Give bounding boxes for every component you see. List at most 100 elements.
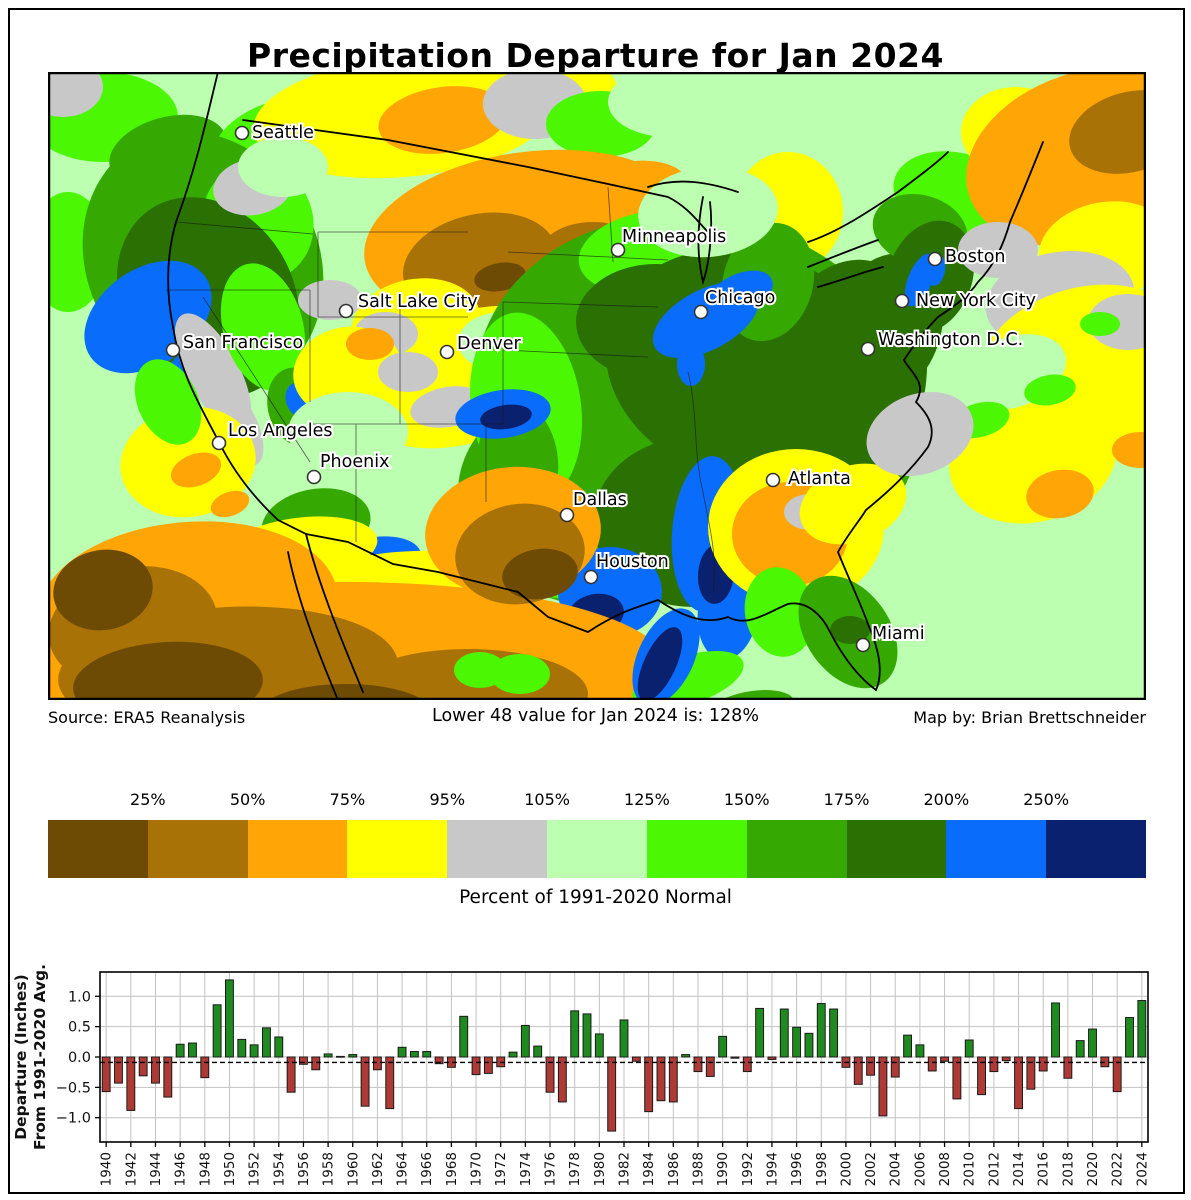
bar-1965 bbox=[409, 1051, 419, 1058]
city-label: Salt Lake City bbox=[358, 292, 478, 312]
legend-label: 25% bbox=[130, 790, 166, 809]
city-houston: Houston bbox=[583, 550, 671, 585]
legend-label: 150% bbox=[723, 790, 770, 809]
bar-1967 bbox=[434, 1056, 444, 1065]
bar-1951 bbox=[237, 1038, 247, 1058]
x-tick-label: 1964 bbox=[395, 1152, 411, 1186]
city-san-francisco: San Francisco bbox=[165, 331, 305, 358]
city-marker-layer: Seattle San Francisco Los Angeles Phoenix Sa… bbox=[165, 121, 1038, 653]
legend-labels: 25% 50% 75% 95% 105% 125% 150% 175% 200% 250% bbox=[48, 790, 1146, 812]
city-dot bbox=[234, 125, 250, 141]
bar-1955 bbox=[286, 1056, 296, 1093]
bar-1982 bbox=[619, 1019, 629, 1058]
x-tick-label: 1958 bbox=[321, 1152, 337, 1186]
x-tick-label: 1990 bbox=[715, 1152, 731, 1186]
city-phoenix: Phoenix bbox=[306, 450, 391, 485]
legend-label: 200% bbox=[923, 790, 970, 809]
x-tick-label: 1968 bbox=[444, 1152, 460, 1186]
x-tick-label: 2010 bbox=[962, 1152, 978, 1186]
x-tick-label: 1994 bbox=[764, 1152, 780, 1186]
bar-2001 bbox=[853, 1056, 863, 1085]
bar-2019 bbox=[1075, 1040, 1085, 1058]
bar-1954 bbox=[274, 1036, 284, 1058]
bar-1962 bbox=[372, 1056, 382, 1071]
legend-swatch-1 bbox=[147, 820, 248, 878]
x-tick-label: 2002 bbox=[863, 1152, 879, 1186]
city-chicago: Chicago bbox=[693, 286, 777, 320]
city-dot bbox=[894, 293, 910, 309]
x-tick-label: 2022 bbox=[1110, 1152, 1126, 1186]
city-minneapolis: Minneapolis bbox=[610, 225, 728, 258]
city-label: Chicago bbox=[705, 288, 775, 308]
city-dot bbox=[338, 303, 354, 319]
x-tick-label: 1944 bbox=[148, 1152, 164, 1186]
x-tick-label: 1966 bbox=[419, 1152, 435, 1186]
city-dot bbox=[610, 242, 626, 258]
x-tick-label: 1996 bbox=[789, 1152, 805, 1186]
x-tick-label: 1940 bbox=[99, 1152, 115, 1186]
map-source: Source: ERA5 Reanalysis bbox=[48, 708, 246, 727]
bar-1950 bbox=[225, 979, 234, 1058]
x-tick-label: 2018 bbox=[1060, 1152, 1076, 1186]
legend-colorbar bbox=[48, 820, 1146, 878]
legend-swatch-5 bbox=[547, 820, 647, 878]
bar-1991 bbox=[730, 1056, 740, 1059]
legend-label: 250% bbox=[1023, 790, 1070, 809]
bar-1949 bbox=[212, 1004, 222, 1058]
city-dot bbox=[439, 344, 455, 360]
bar-1969 bbox=[459, 1015, 469, 1058]
legend-caption: Percent of 1991-2020 Normal bbox=[459, 887, 732, 908]
bar-1952 bbox=[249, 1044, 259, 1058]
x-tick-label: 1978 bbox=[567, 1152, 583, 1186]
legend-swatch-8 bbox=[846, 820, 947, 878]
bar-1970 bbox=[471, 1056, 481, 1076]
bar-2010 bbox=[964, 1039, 974, 1058]
bar-1981 bbox=[607, 1056, 617, 1132]
bar-1948 bbox=[200, 1056, 210, 1079]
bar-1942 bbox=[126, 1056, 136, 1111]
x-tick-label: 1950 bbox=[222, 1152, 238, 1186]
legend-swatch-10 bbox=[1046, 820, 1146, 878]
bar-1996 bbox=[792, 1026, 802, 1058]
city-atlanta: Atlanta bbox=[765, 467, 853, 491]
x-tick-label: 1954 bbox=[271, 1152, 287, 1186]
x-tick-label: 1960 bbox=[345, 1152, 361, 1186]
y-tick-label: −1.0 bbox=[56, 1111, 91, 1127]
city-label: Los Angeles bbox=[228, 421, 333, 441]
x-tick-label: 1956 bbox=[296, 1152, 312, 1186]
bar-1998 bbox=[816, 1003, 826, 1058]
x-tick-label: 1970 bbox=[469, 1152, 485, 1186]
legend-swatch-6 bbox=[646, 820, 747, 878]
state-borders-layer bbox=[166, 186, 715, 593]
bar-2005 bbox=[903, 1034, 913, 1058]
bar-1957 bbox=[311, 1056, 321, 1071]
legend-swatch-0 bbox=[48, 820, 148, 878]
x-tick-label: 1992 bbox=[740, 1152, 756, 1186]
city-label: New York City bbox=[916, 291, 1036, 311]
bar-2006 bbox=[915, 1044, 925, 1058]
legend-swatch-9 bbox=[946, 820, 1047, 878]
city-dot bbox=[559, 507, 575, 523]
bar-1941 bbox=[114, 1056, 123, 1084]
x-tick-label: 1942 bbox=[123, 1152, 139, 1186]
legend-label: 50% bbox=[229, 790, 266, 809]
city-salt-lake-city: Salt Lake City bbox=[338, 290, 480, 319]
bar-1989 bbox=[705, 1056, 715, 1077]
bar-1958 bbox=[323, 1053, 333, 1058]
page-title: Precipitation Departure for Jan 2024 bbox=[247, 36, 944, 76]
bar-1975 bbox=[533, 1045, 543, 1058]
x-tick-label: 1974 bbox=[518, 1152, 534, 1186]
x-tick-label: 1980 bbox=[592, 1152, 608, 1186]
city-label: Atlanta bbox=[788, 469, 851, 489]
map-border bbox=[48, 72, 1146, 700]
city-dot bbox=[165, 342, 181, 358]
bar-1961 bbox=[360, 1056, 370, 1107]
map-footer: Source: ERA5 Reanalysis Lower 48 value f… bbox=[0, 706, 1191, 730]
bar-1944 bbox=[151, 1056, 160, 1084]
bar-1984 bbox=[644, 1056, 654, 1113]
city-dot bbox=[765, 472, 781, 488]
city-label: Phoenix bbox=[320, 452, 389, 472]
bar-1945 bbox=[163, 1056, 173, 1098]
bar-2023 bbox=[1125, 1017, 1134, 1058]
city-dot bbox=[855, 637, 871, 653]
